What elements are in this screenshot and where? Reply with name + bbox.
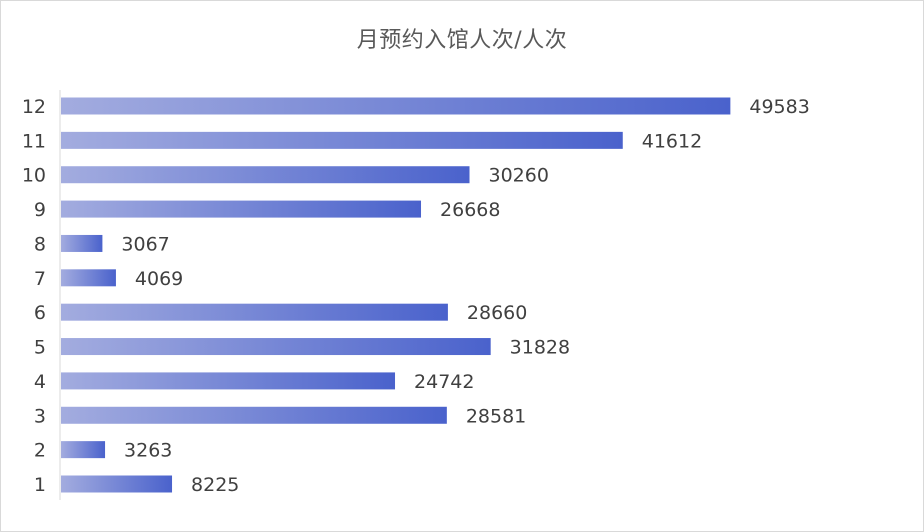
bar-month-6 bbox=[61, 303, 448, 321]
bars-group: 1 8225 2 3263 3 28581 4 24742 5 31828 6 28660 7 4069 8… bbox=[22, 96, 810, 496]
data-label: 49583 bbox=[749, 96, 809, 118]
data-label: 30260 bbox=[489, 165, 549, 187]
bar-month-3 bbox=[61, 406, 447, 424]
data-label: 8225 bbox=[191, 474, 239, 496]
data-label: 24742 bbox=[414, 371, 474, 393]
category-label: 8 bbox=[34, 233, 46, 255]
data-label: 41612 bbox=[642, 130, 702, 152]
bar-month-2 bbox=[61, 441, 106, 459]
data-label: 28581 bbox=[466, 405, 526, 427]
category-label: 4 bbox=[34, 371, 46, 393]
category-label: 7 bbox=[34, 268, 46, 290]
bar-month-1 bbox=[61, 475, 173, 493]
category-label: 11 bbox=[22, 130, 46, 152]
category-label: 6 bbox=[34, 302, 46, 324]
data-label: 3067 bbox=[121, 233, 169, 255]
category-label: 5 bbox=[34, 337, 46, 359]
category-label: 12 bbox=[22, 96, 46, 118]
category-label: 2 bbox=[34, 440, 46, 462]
bar-month-11 bbox=[61, 131, 623, 149]
category-label: 10 bbox=[22, 165, 46, 187]
bar-month-4 bbox=[61, 372, 396, 390]
bar-month-10 bbox=[61, 166, 470, 184]
data-label: 31828 bbox=[510, 337, 570, 359]
data-label: 4069 bbox=[135, 268, 183, 290]
chart-title: 月预约入馆人次/人次 bbox=[356, 28, 568, 53]
bar-month-8 bbox=[61, 234, 103, 252]
category-label: 9 bbox=[34, 199, 46, 221]
category-label: 3 bbox=[34, 405, 46, 427]
data-label: 3263 bbox=[124, 440, 172, 462]
data-label: 26668 bbox=[440, 199, 500, 221]
bar-month-12 bbox=[61, 97, 731, 115]
data-label: 28660 bbox=[467, 302, 527, 324]
bar-month-7 bbox=[61, 269, 116, 287]
category-label: 1 bbox=[34, 474, 46, 496]
bar-month-5 bbox=[61, 338, 491, 356]
bar-month-9 bbox=[61, 200, 422, 218]
